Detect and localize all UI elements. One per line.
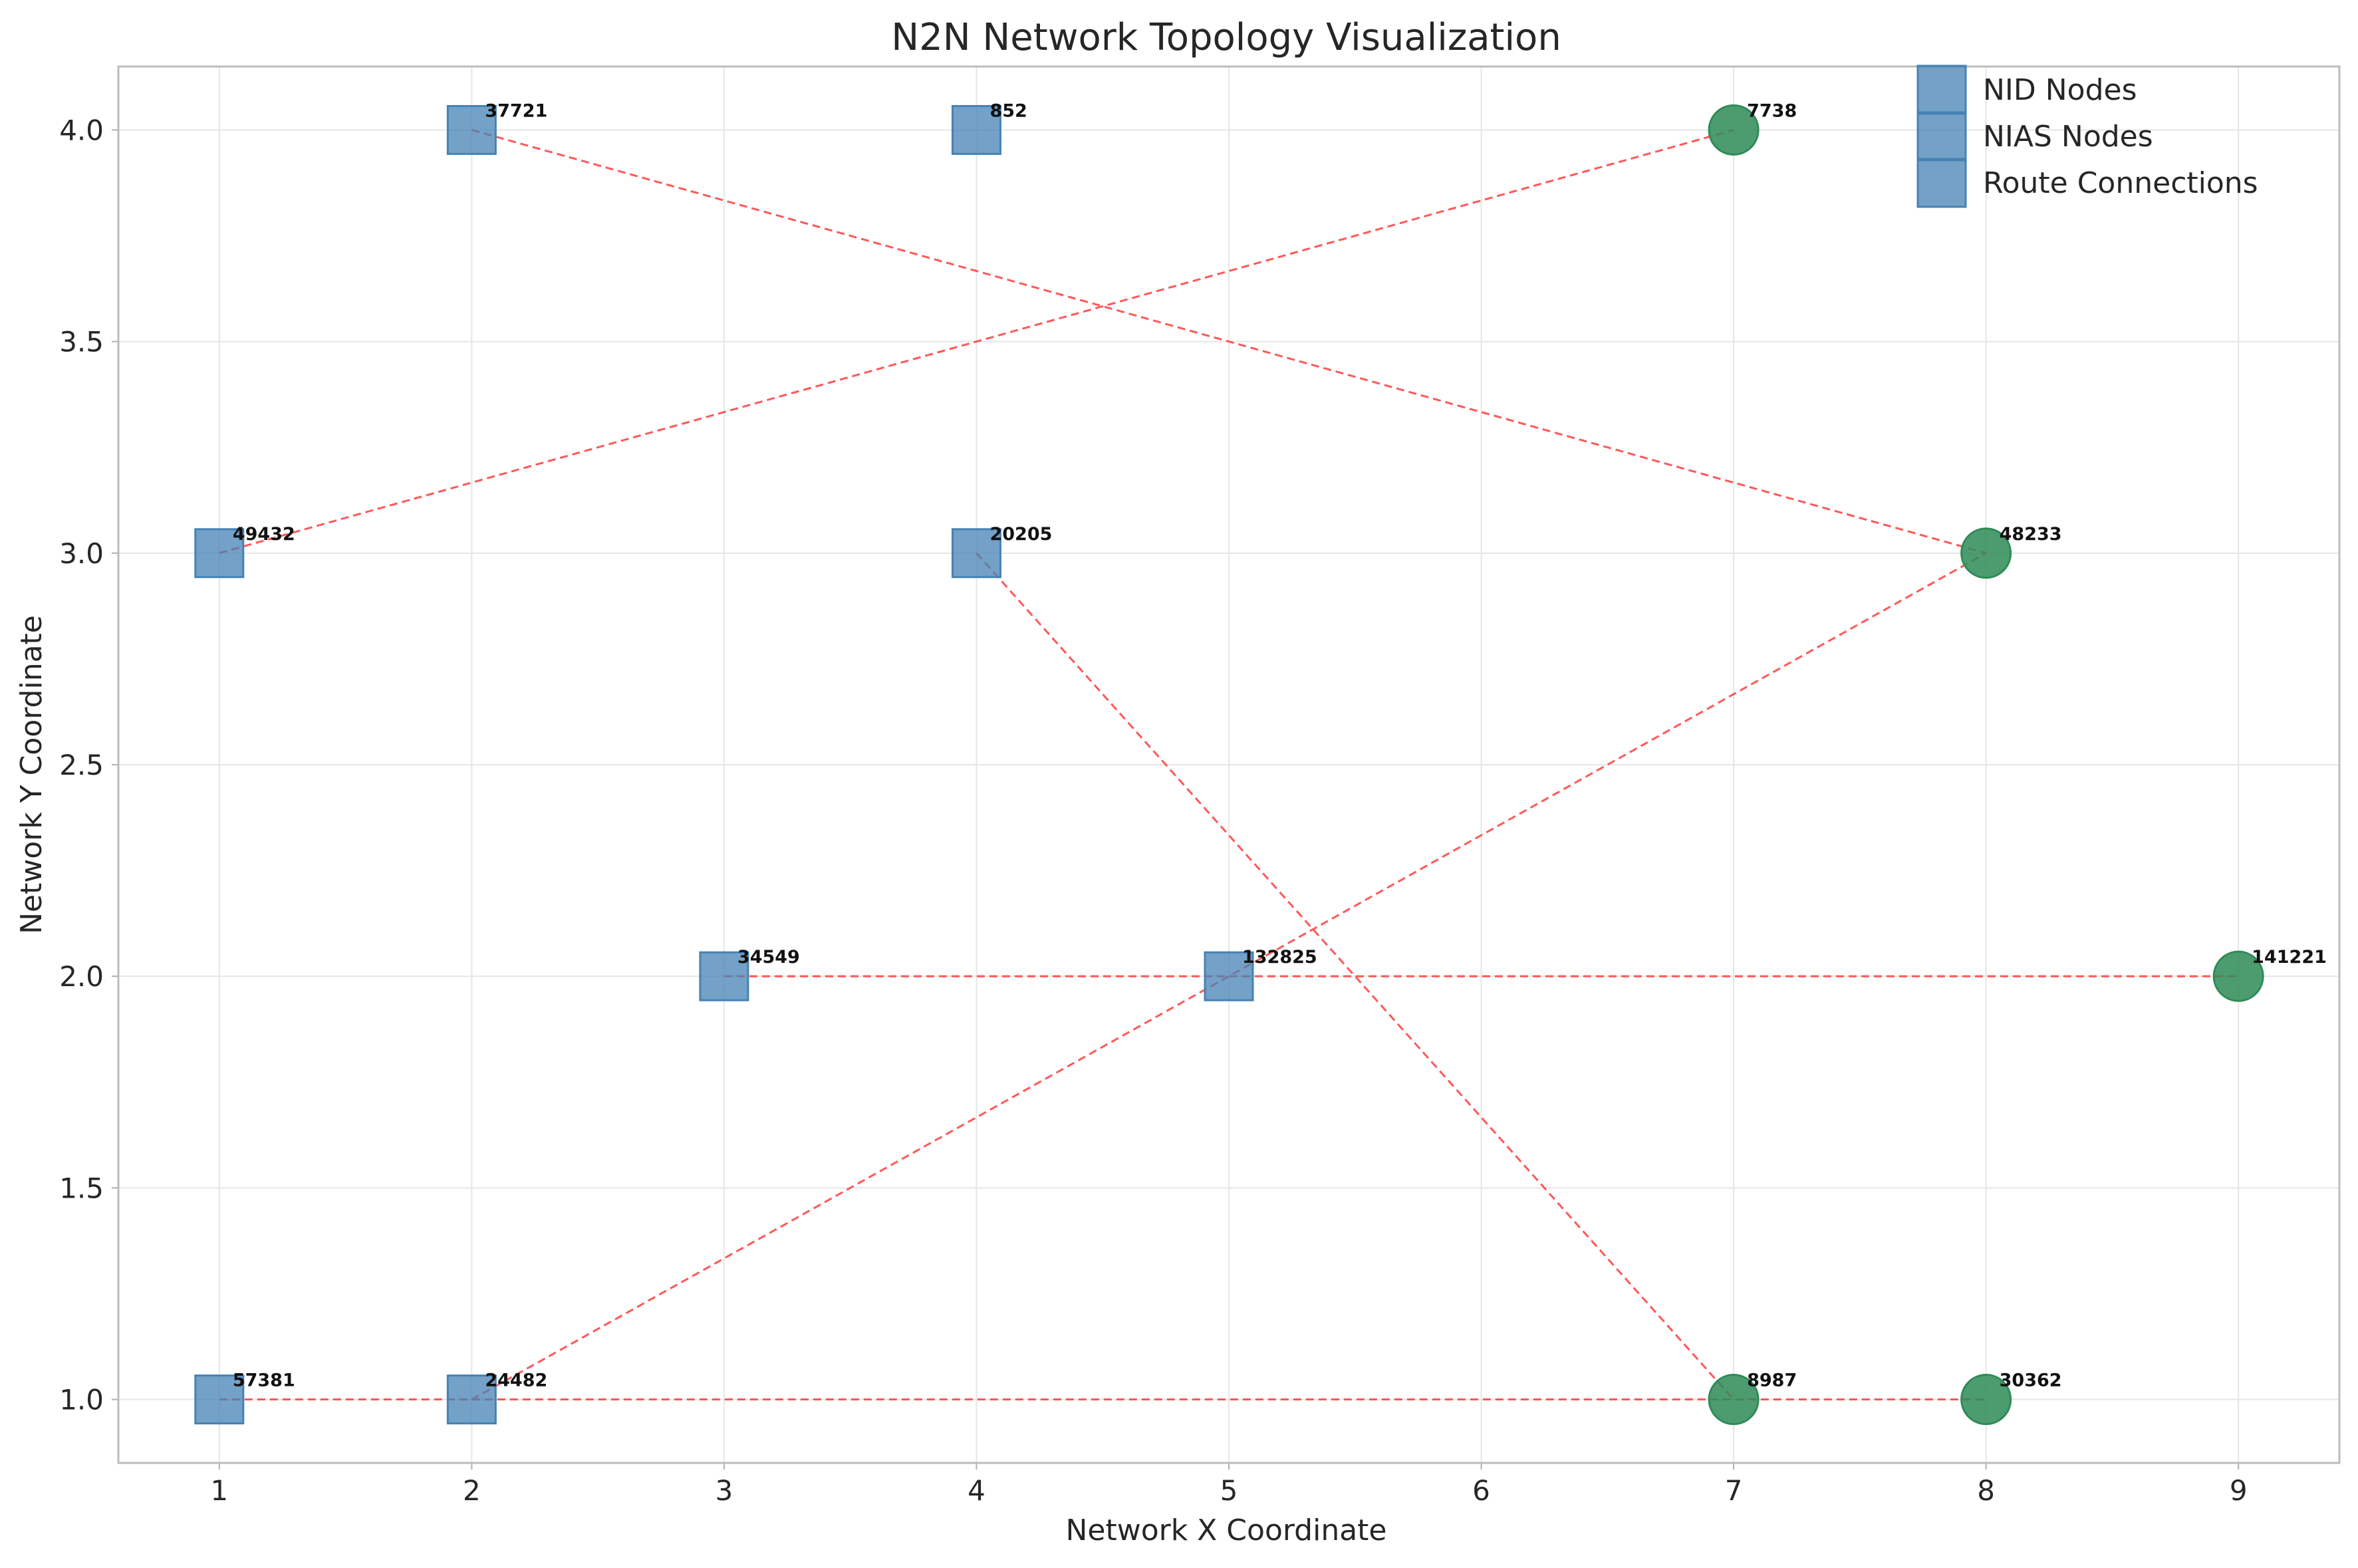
nid-node xyxy=(1204,951,1254,1001)
nid-node-label: 57381 xyxy=(233,1371,295,1391)
x-tick-label: 1 xyxy=(210,1474,228,1507)
route-connections xyxy=(219,129,2239,1401)
y-tick-label: 1.5 xyxy=(59,1172,104,1204)
nid-node xyxy=(951,528,1001,579)
x-tick-label: 8 xyxy=(1977,1474,1995,1507)
nias-node xyxy=(1960,527,2012,579)
nid-node xyxy=(951,104,1001,155)
route-line xyxy=(471,552,1987,1400)
nias-node xyxy=(1708,104,1760,156)
nid-node-label: 20205 xyxy=(989,524,1052,545)
nid-node-label: 24482 xyxy=(485,1371,547,1391)
plot-frame xyxy=(117,65,2341,1464)
chart-title: N2N Network Topology Visualization xyxy=(891,16,1561,59)
legend-entry: NID Nodes xyxy=(1983,73,2137,107)
legend-marker xyxy=(1916,65,1967,115)
legend-entry: Route Connections xyxy=(1983,166,2258,200)
y-tick-label: 3.5 xyxy=(59,326,104,358)
nias-node-label: 141221 xyxy=(2252,947,2327,968)
nid-node-label: 49432 xyxy=(233,524,295,545)
nid-node xyxy=(699,951,749,1001)
legend-marker xyxy=(1916,158,1967,208)
nodes xyxy=(194,104,2264,1426)
y-tick-label: 4.0 xyxy=(59,114,104,146)
y-tick-label: 2.5 xyxy=(59,749,104,781)
legend: NID Nodes NIAS Nodes Route Connections xyxy=(1916,65,2258,208)
x-tick-label: 5 xyxy=(1220,1474,1238,1507)
legend-entry: NIAS Nodes xyxy=(1983,120,2153,154)
nias-node-label: 8987 xyxy=(1747,1371,1797,1391)
y-tick-label: 1.0 xyxy=(59,1384,104,1416)
nias-node xyxy=(2212,950,2264,1002)
nias-node-label: 48233 xyxy=(2000,524,2062,545)
nid-node xyxy=(194,528,245,579)
legend-marker xyxy=(1916,111,1967,162)
nid-node-label: 132825 xyxy=(1242,947,1317,968)
nias-node-label: 30362 xyxy=(2000,1371,2062,1391)
route-line xyxy=(219,129,1734,555)
x-axis-label: Network X Coordinate xyxy=(1065,1513,1386,1547)
nias-node xyxy=(1960,1374,2012,1426)
nias-node xyxy=(1708,1374,1760,1426)
nid-node-label: 34549 xyxy=(737,947,800,968)
nid-node xyxy=(194,1374,245,1425)
x-tick-label: 9 xyxy=(2230,1474,2248,1507)
x-tick-label: 7 xyxy=(1725,1474,1743,1507)
x-tick-label: 2 xyxy=(463,1474,481,1507)
nias-node-label: 7738 xyxy=(1747,100,1797,121)
nid-node-label: 37721 xyxy=(485,100,547,121)
gridlines xyxy=(118,66,2339,1463)
y-tick-label: 2.0 xyxy=(59,960,104,993)
x-tick-label: 4 xyxy=(968,1474,985,1507)
x-tick-label: 6 xyxy=(1472,1474,1490,1507)
route-line xyxy=(471,129,1987,555)
axes: 1 2 3 4 5 6 7 8 9 1.0 1.5 2.0 2.5 3.0 3.5 4.0 xyxy=(59,65,2341,1507)
node-labels: 37721 852 49432 20205 34549 132825 57381 24482 7… xyxy=(233,100,2327,1390)
nid-node xyxy=(446,104,497,155)
y-tick-label: 3.0 xyxy=(59,537,104,570)
y-axis-label: Network Y Coordinate xyxy=(15,615,49,934)
nid-node-label: 852 xyxy=(989,100,1027,121)
nid-node xyxy=(446,1374,497,1425)
x-tick-label: 3 xyxy=(716,1474,733,1507)
